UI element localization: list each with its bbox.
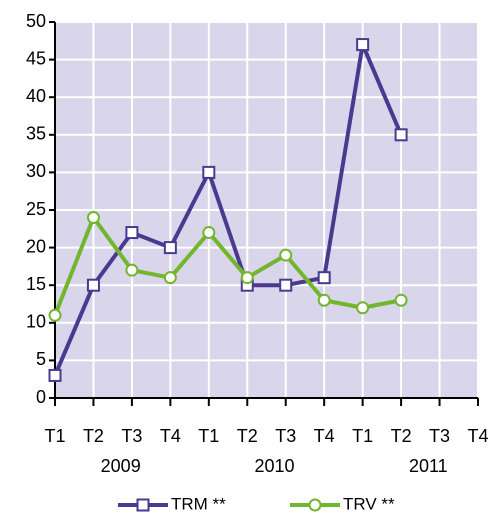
y-tick-label: 35 xyxy=(26,124,46,144)
legend-marker xyxy=(308,498,322,512)
y-tick-label: 5 xyxy=(36,349,46,369)
marker xyxy=(125,226,139,240)
legend-label: TRM ** xyxy=(171,494,226,513)
y-tick-label: 50 xyxy=(26,11,46,31)
x-tick-label: T3 xyxy=(429,426,450,446)
y-tick-label: 15 xyxy=(26,274,46,294)
marker xyxy=(202,226,216,240)
marker xyxy=(163,241,177,255)
marker xyxy=(317,293,331,307)
series-line xyxy=(53,42,403,377)
x-tick-label: T2 xyxy=(391,426,412,446)
year-label: 2009 xyxy=(101,456,141,476)
x-tick-label: T3 xyxy=(121,426,142,446)
y-tick-label: 10 xyxy=(26,312,46,332)
y-tick-label: 0 xyxy=(36,387,46,407)
marker xyxy=(394,293,408,307)
x-tick-label: T4 xyxy=(160,426,181,446)
x-tick-label: T1 xyxy=(352,426,373,446)
x-tick-label: T2 xyxy=(237,426,258,446)
marker xyxy=(279,248,293,262)
series-line xyxy=(53,215,402,317)
x-tick-label: T3 xyxy=(275,426,296,446)
y-tick-label: 30 xyxy=(26,161,46,181)
marker xyxy=(356,301,370,315)
year-label: 2011 xyxy=(409,456,448,476)
marker xyxy=(279,278,293,292)
marker xyxy=(48,368,62,382)
marker xyxy=(86,211,100,225)
x-tick-label: T1 xyxy=(198,426,219,446)
marker xyxy=(356,38,370,52)
x-tick-label: T2 xyxy=(83,426,104,446)
marker xyxy=(240,271,254,285)
legend-label: TRV ** xyxy=(343,494,395,513)
y-tick-label: 45 xyxy=(26,48,46,68)
marker xyxy=(125,263,139,277)
marker xyxy=(163,271,177,285)
y-tick-label: 25 xyxy=(26,199,46,219)
x-tick-label: T1 xyxy=(44,426,65,446)
y-tick-label: 40 xyxy=(26,86,46,106)
marker xyxy=(202,165,216,179)
marker xyxy=(86,278,100,292)
y-tick-label: 20 xyxy=(26,236,46,256)
marker xyxy=(394,128,408,142)
legend-marker xyxy=(136,498,150,512)
x-tick-label: T4 xyxy=(314,426,335,446)
x-tick-label: T4 xyxy=(467,426,488,446)
year-label: 2010 xyxy=(254,456,294,476)
marker xyxy=(317,271,331,285)
marker xyxy=(48,308,62,322)
